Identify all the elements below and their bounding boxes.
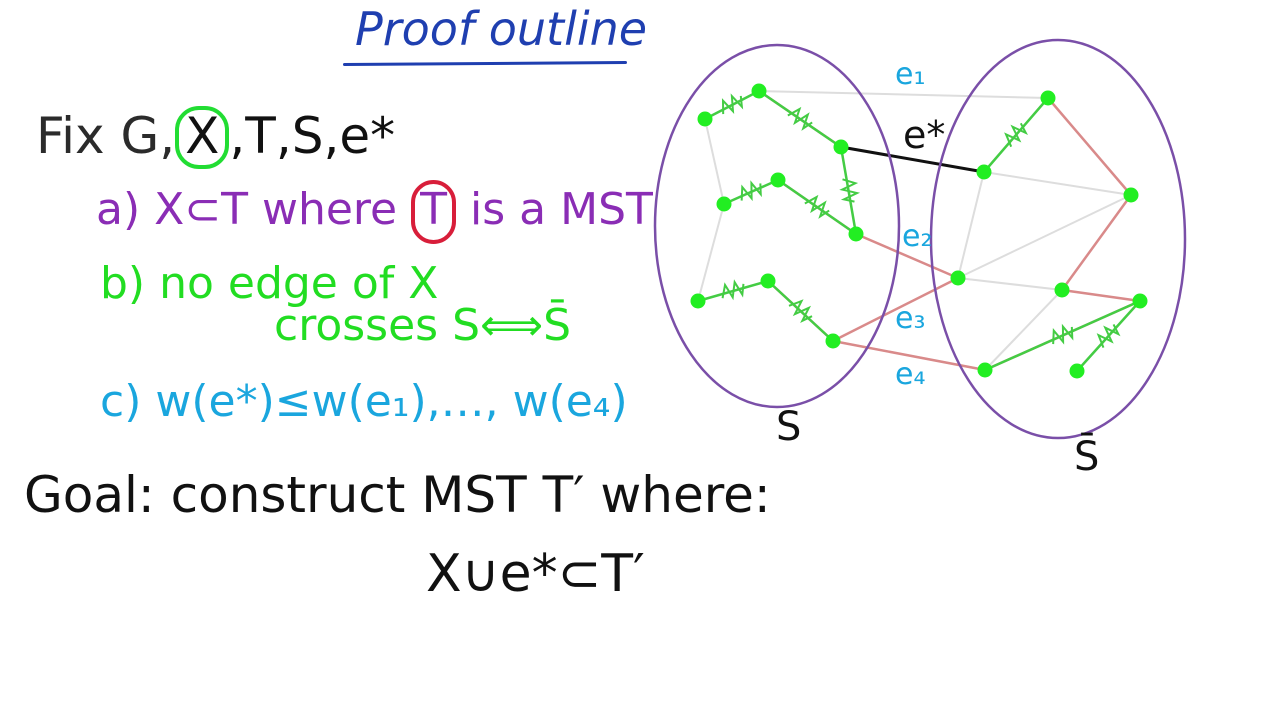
point-c: c) w(e*)≤w(e₁),…, w(e₄) — [100, 376, 628, 427]
edge-label-e4: e₄ — [895, 357, 925, 392]
x-edge-mark — [788, 299, 813, 323]
set-sbar-ellipse — [929, 38, 1187, 440]
point-a-prefix: a) X⊂T where — [96, 184, 398, 235]
set-sbar-label: S̄ — [1074, 432, 1099, 480]
vertex — [976, 164, 992, 180]
other-edge — [957, 171, 985, 279]
point-b-line2: crosses S⟺S̄ — [274, 300, 571, 351]
other-edge — [957, 194, 1132, 279]
vertex — [977, 362, 993, 378]
tree-edge — [1046, 96, 1133, 197]
fix-statement: Fix G, X ,T,S,e* — [36, 106, 395, 169]
set-s-label: S — [776, 404, 801, 450]
vertex — [690, 293, 706, 309]
tree-edge — [831, 276, 960, 343]
edge-label-e1: e₁ — [895, 57, 925, 92]
point-b-line1: b) no edge of X — [100, 258, 439, 309]
set-s-ellipse — [653, 43, 901, 409]
other-edge — [984, 289, 1063, 371]
x-edge-mark — [1096, 323, 1121, 348]
circled-x: X — [175, 106, 230, 169]
vertex — [1069, 363, 1085, 379]
x-edge-mark — [740, 180, 762, 202]
vertex — [1123, 187, 1139, 203]
vertex — [1040, 90, 1056, 106]
vertex — [1054, 282, 1070, 298]
goal-formula: X∪e*⊂T′ — [426, 544, 645, 604]
vertex — [825, 333, 841, 349]
circled-t: T — [411, 180, 457, 244]
edge-label-e2: e₂ — [902, 219, 932, 254]
vertex — [770, 172, 786, 188]
x-edge-mark — [1052, 323, 1074, 345]
vertices — [690, 83, 1148, 379]
x-edge-mark — [804, 194, 830, 219]
other-edge — [983, 171, 1132, 196]
vertex — [833, 139, 849, 155]
vertex — [950, 270, 966, 286]
other-edge — [704, 118, 725, 205]
page-title: Proof outline — [355, 2, 648, 56]
vertex — [760, 273, 776, 289]
tree-edge — [1060, 288, 1142, 303]
tree-edge — [1060, 193, 1133, 292]
x-edge-mark — [839, 178, 861, 203]
x-edge-mark — [787, 106, 813, 131]
x-edge-mark — [721, 93, 744, 115]
other-edge — [758, 90, 1049, 99]
tree-edge — [854, 232, 960, 280]
vertex — [751, 83, 767, 99]
x-edge-marks — [721, 93, 1121, 348]
e-star-edge — [839, 145, 986, 174]
x-edge-mark — [721, 279, 745, 301]
other-edge — [697, 203, 725, 302]
other-edge — [957, 277, 1063, 291]
x-edge-mark — [1004, 122, 1029, 148]
vertex — [716, 196, 732, 212]
goal-line: Goal: construct MST T′ where: — [24, 466, 771, 524]
vertex — [848, 226, 864, 242]
point-a: a) X⊂T where T is a MST — [96, 180, 653, 244]
edge-label-e-star: e* — [903, 113, 945, 157]
edge-label-e3: e₃ — [895, 301, 925, 336]
vertex — [697, 111, 713, 127]
fix-suffix: ,T,S,e* — [229, 107, 396, 165]
vertex — [1132, 293, 1148, 309]
point-a-suffix: is a MST — [470, 184, 653, 235]
fix-prefix: Fix G, — [36, 107, 176, 165]
